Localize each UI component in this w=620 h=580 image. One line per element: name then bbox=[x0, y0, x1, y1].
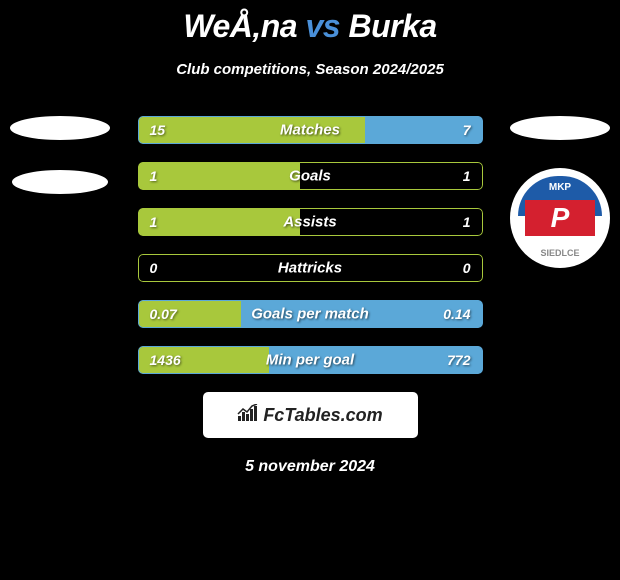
stat-label: Min per goal bbox=[266, 352, 354, 369]
chart-icon bbox=[237, 404, 259, 427]
stat-row: 1 1 Assists bbox=[138, 208, 483, 236]
stat-value-right: 0.14 bbox=[443, 306, 470, 322]
date-text: 5 november 2024 bbox=[0, 458, 620, 476]
stat-value-left: 1436 bbox=[150, 352, 181, 368]
logo-ellipse-icon bbox=[12, 170, 108, 194]
stat-bar-left bbox=[138, 162, 300, 190]
brand-footer: FcTables.com bbox=[203, 392, 418, 438]
stat-bar-left bbox=[138, 208, 300, 236]
logo-ellipse-icon bbox=[510, 116, 610, 140]
badge-top-text: MKP bbox=[510, 182, 610, 193]
stat-label: Goals per match bbox=[251, 306, 369, 323]
player2-name: Burka bbox=[348, 8, 436, 44]
stat-row: 1436 772 Min per goal bbox=[138, 346, 483, 374]
comparison-title: WeÅ‚na vs Burka bbox=[0, 8, 620, 45]
logo-ellipse-icon bbox=[10, 116, 110, 140]
stat-value-left: 0 bbox=[150, 260, 158, 276]
stat-value-left: 1 bbox=[150, 168, 158, 184]
season-subtitle: Club competitions, Season 2024/2025 bbox=[0, 61, 620, 78]
badge-bottom-text: SIEDLCE bbox=[510, 248, 610, 258]
club-badge-icon: MKP P SIEDLCE bbox=[510, 168, 610, 268]
brand-text: FcTables.com bbox=[263, 405, 382, 426]
stat-value-right: 1 bbox=[463, 168, 471, 184]
stat-label: Matches bbox=[280, 122, 340, 139]
stat-label: Goals bbox=[289, 168, 331, 185]
stat-value-right: 1 bbox=[463, 214, 471, 230]
stat-row: 0.07 0.14 Goals per match bbox=[138, 300, 483, 328]
vs-text: vs bbox=[305, 8, 340, 44]
stat-row: 1 1 Goals bbox=[138, 162, 483, 190]
left-club-logo bbox=[10, 116, 110, 194]
badge-letter: P bbox=[551, 202, 570, 234]
stat-label: Assists bbox=[283, 214, 336, 231]
stats-bars-container: 15 7 Matches 1 1 Goals 1 1 Assists 0 0 Hattricks 0.0… bbox=[138, 116, 483, 374]
stat-value-right: 7 bbox=[463, 122, 471, 138]
player1-name: WeÅ‚na bbox=[183, 8, 297, 44]
stat-label: Hattricks bbox=[278, 260, 342, 277]
stat-value-right: 772 bbox=[447, 352, 470, 368]
right-club-logo: MKP P SIEDLCE bbox=[510, 116, 610, 268]
stat-value-right: 0 bbox=[463, 260, 471, 276]
stat-value-left: 0.07 bbox=[150, 306, 177, 322]
stat-value-left: 1 bbox=[150, 214, 158, 230]
stat-row: 0 0 Hattricks bbox=[138, 254, 483, 282]
stat-row: 15 7 Matches bbox=[138, 116, 483, 144]
stat-value-left: 15 bbox=[150, 122, 166, 138]
